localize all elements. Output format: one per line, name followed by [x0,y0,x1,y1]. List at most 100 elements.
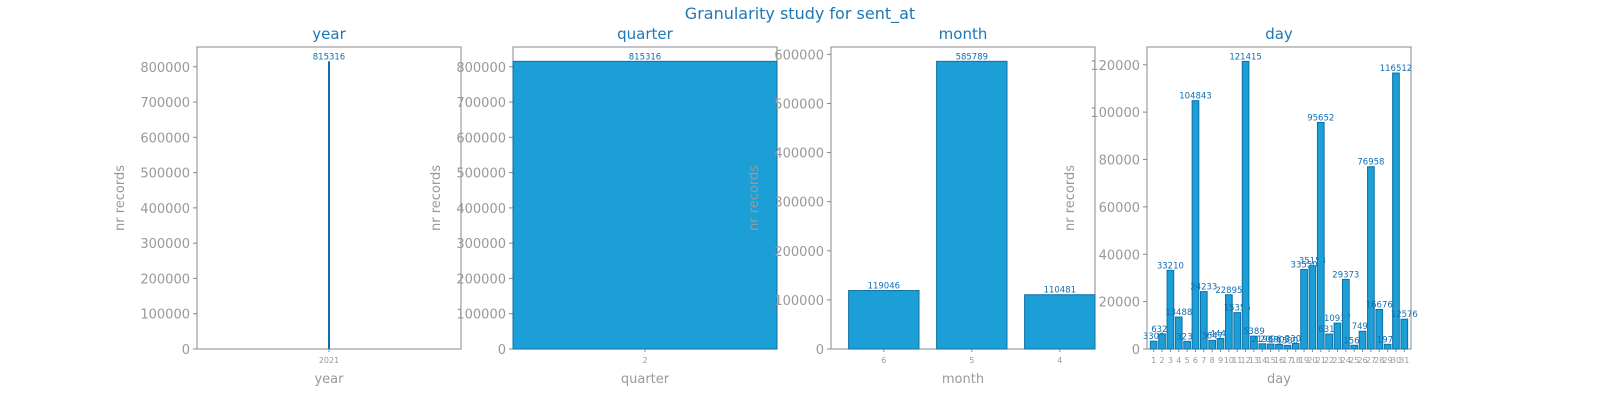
data-label: 815316 [629,52,661,62]
y-tick-label: 800000 [140,61,190,76]
y-tick-label: 400000 [456,202,506,217]
x-tick-label: 29 [1383,356,1393,365]
bar [1358,330,1367,350]
x-axis-label: day [1267,372,1291,387]
y-axis-label: nr records [113,165,128,231]
x-tick-label: 11 [1232,356,1242,365]
x-tick-label: 15 [1266,356,1276,365]
bar [1158,333,1166,350]
data-label: 95652 [1307,113,1334,123]
data-label: 35153 [1299,257,1326,267]
data-label: 13488 [1165,308,1192,318]
x-tick-label: 1 [1151,356,1156,365]
bar [1216,337,1225,350]
y-tick-label: 600000 [456,131,506,146]
bar [1208,339,1217,350]
x-tick-label: 26 [1357,356,1367,365]
data-label: 110481 [1044,286,1076,296]
data-label: 815316 [313,52,345,62]
x-axis-label: year [314,372,344,387]
x-tick-label: 28 [1374,356,1384,365]
y-tick-label: 300000 [456,237,506,252]
data-label: 1568 [1343,336,1365,346]
y-tick-label: 0 [1132,343,1140,358]
data-label: 33210 [1157,261,1184,271]
data-label: 3647 [1201,331,1223,341]
data-label: 2302 [1285,335,1307,345]
y-tick-label: 200000 [456,272,506,287]
bar [1300,269,1308,350]
x-tick-label: 7 [1201,356,1206,365]
data-label: 24233 [1190,283,1217,293]
y-tick-label: 600000 [774,48,824,63]
y-tick-label: 0 [498,343,506,358]
bar [1308,265,1317,350]
data-label: 116512 [1380,64,1412,74]
data-label: 15355 [1224,304,1251,314]
data-label: 585789 [956,52,988,62]
y-tick-label: 400000 [774,147,824,162]
bar [1392,72,1400,350]
bar [328,61,330,350]
y-axis-label: nr records [429,165,444,231]
y-tick-label: 20000 [1099,296,1140,311]
x-tick-label: 4 [1057,356,1062,365]
x-tick-label: 25 [1349,356,1359,365]
figure-title: Granularity study for sent_at [684,4,916,23]
x-tick-label: 3 [1168,356,1173,365]
bar [848,290,920,350]
y-tick-label: 800000 [456,61,506,76]
y-tick-label: 700000 [456,96,506,111]
y-tick-label: 0 [816,343,824,358]
x-tick-label: 16 [1274,356,1284,365]
x-tick-label: 6 [1193,356,1198,365]
x-tick-label: 27 [1366,356,1376,365]
panel-title: quarter [617,25,673,43]
panel-title: year [312,25,346,43]
data-label: 6326 [1151,325,1173,335]
data-label: 16676 [1366,301,1393,311]
bar [1233,312,1242,350]
y-tick-label: 500000 [140,167,190,182]
data-label: 1530 [1277,336,1299,346]
data-label: 2096 [1260,335,1282,345]
y-tick-label: 100000 [1090,106,1140,121]
x-tick-label: 30 [1391,356,1401,365]
panel-title: month [939,25,988,43]
data-label: 119046 [868,282,900,292]
data-label: 121415 [1229,52,1261,62]
x-tick-label: 5 [1185,356,1190,365]
y-axis-label: nr records [747,165,762,231]
bar [1241,60,1250,350]
y-axis-label: nr records [1063,165,1078,231]
x-tick-label: 31 [1399,356,1409,365]
bar [1367,166,1375,350]
x-tick-label: 22 [1324,356,1334,365]
bar [1191,100,1200,350]
x-tick-label: 5 [969,356,974,365]
bar [1400,318,1409,350]
x-tick-label: 4 [1176,356,1181,365]
x-tick-label: 21 [1316,356,1326,365]
y-tick-label: 300000 [774,196,824,211]
x-tick-label: 8 [1210,356,1215,365]
x-tick-label: 14 [1257,356,1267,365]
x-tick-label: 6 [881,356,886,365]
y-tick-label: 100000 [774,294,824,309]
y-tick-label: 0 [182,343,190,358]
y-tick-label: 200000 [140,272,190,287]
y-tick-label: 400000 [140,202,190,217]
data-label: 7497 [1352,322,1374,332]
y-tick-label: 500000 [774,97,824,112]
x-tick-label: 20 [1307,356,1317,365]
x-tick-label: 12 [1240,356,1250,365]
data-label: 3300 [1143,332,1165,342]
x-tick-label: 10 [1224,356,1234,365]
x-tick-label: 2 [1159,356,1164,365]
y-tick-label: 40000 [1099,248,1140,263]
y-tick-label: 300000 [140,237,190,252]
data-label: 3230 [1176,332,1198,342]
bar [936,60,1008,350]
panel-title: day [1265,25,1293,43]
